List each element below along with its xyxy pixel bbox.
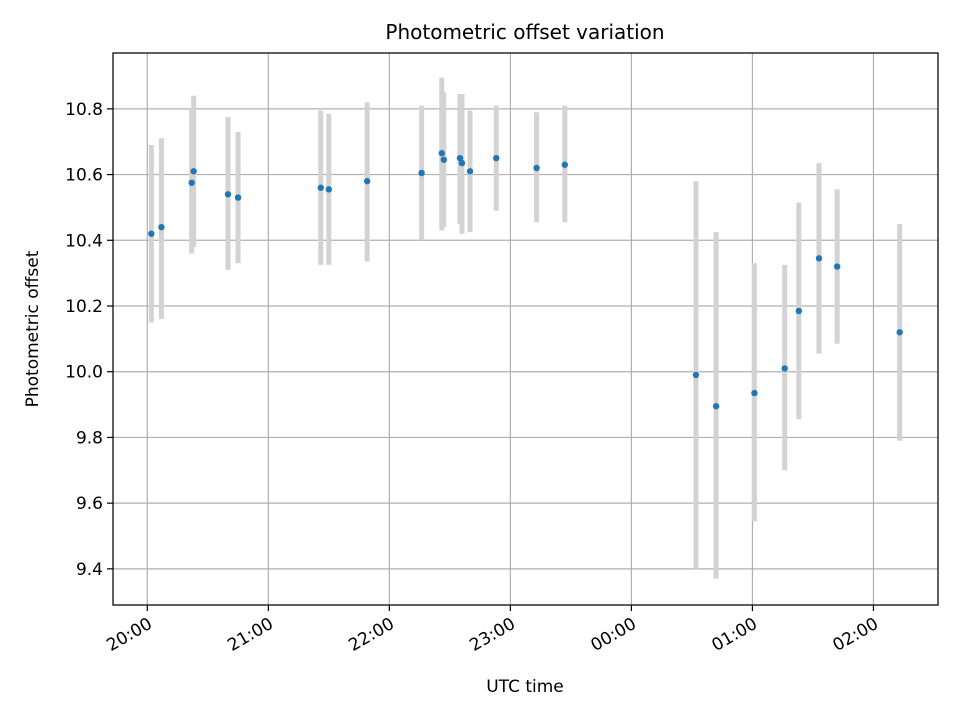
data-point: [148, 230, 155, 237]
x-tick-label: 02:00: [830, 614, 882, 656]
data-point: [493, 154, 500, 162]
x-axis-label: UTC time: [486, 677, 564, 697]
data-point: [158, 223, 165, 231]
y-tick-label: 10.8: [65, 100, 103, 120]
data-point: [438, 150, 445, 157]
y-tick-label: 10.0: [65, 363, 103, 383]
x-tick-label: 20:00: [103, 614, 155, 656]
data-point: [456, 154, 464, 162]
data-point: [781, 365, 788, 372]
data-point: [190, 168, 197, 175]
y-tick-label: 10.2: [65, 297, 103, 317]
data-point: [692, 371, 700, 379]
data-point: [440, 156, 448, 163]
x-tick-label: 22:00: [345, 614, 397, 656]
x-tick-label: 00:00: [587, 614, 639, 656]
data-point: [533, 164, 540, 172]
y-axis-ticks: 9.4 9.6 9.8 10.0 10.2 10.4 10.6 10.8: [65, 100, 113, 580]
data-point: [712, 403, 720, 410]
y-tick-label: 10.6: [65, 166, 103, 186]
x-axis-ticks: 20:00 21:00 22:00 23:00 00:00 01:00 02:00: [103, 605, 882, 656]
data-point: [325, 186, 333, 193]
data-point: [815, 255, 823, 262]
data-point: [466, 168, 474, 175]
plot-frame: [112, 52, 939, 606]
y-axis-label: Photometric offset: [23, 250, 43, 407]
data-point: [317, 184, 324, 191]
y-tick-label: 10.4: [65, 231, 103, 251]
data-point: [188, 179, 195, 186]
y-tick-label: 9.8: [76, 428, 103, 448]
chart-title: Photometric offset variation: [385, 20, 664, 44]
data-point: [751, 389, 758, 397]
data-point: [896, 329, 903, 336]
data-point: [224, 191, 232, 198]
data-point: [418, 169, 425, 177]
x-tick-label: 21:00: [224, 614, 276, 656]
data-points: [148, 150, 903, 410]
x-tick-label: 01:00: [708, 614, 760, 656]
data-point: [561, 161, 569, 168]
x-tick-label: 23:00: [466, 614, 518, 656]
data-point: [795, 307, 803, 315]
data-point: [833, 263, 841, 270]
data-point: [363, 177, 371, 185]
y-tick-label: 9.6: [76, 494, 103, 514]
data-point: [458, 159, 466, 167]
data-point: [234, 194, 242, 201]
y-tick-label: 9.4: [76, 560, 103, 580]
